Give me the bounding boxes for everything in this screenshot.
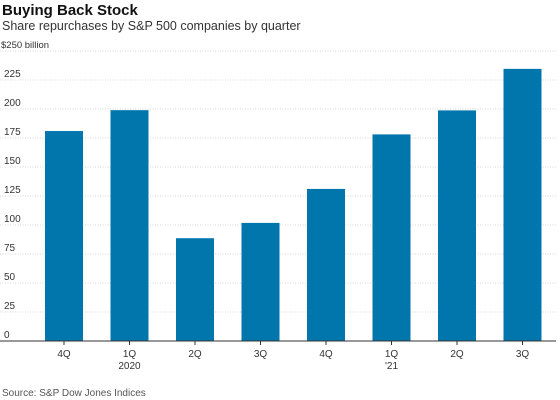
bar bbox=[176, 238, 214, 341]
y-tick-label: 0 bbox=[4, 330, 10, 341]
bar bbox=[241, 222, 280, 341]
y-tick-label: 100 bbox=[4, 214, 21, 225]
x-tick-label: 2Q bbox=[188, 349, 202, 360]
bar bbox=[503, 68, 542, 341]
y-tick-label: 75 bbox=[4, 243, 16, 254]
y-tick-label: 225 bbox=[4, 69, 21, 80]
x-tick-label: 1Q bbox=[123, 349, 137, 360]
y-tick-label: 50 bbox=[4, 272, 16, 283]
source-note: Source: S&P Dow Jones Indices bbox=[2, 388, 146, 399]
chart-subtitle: Share repurchases by S&P 500 companies b… bbox=[2, 19, 301, 33]
y-tick-label: 25 bbox=[4, 301, 16, 312]
x-tick-label: 4Q bbox=[57, 349, 71, 360]
x-tick-label: 3Q bbox=[516, 349, 530, 360]
y-tick-label: 125 bbox=[4, 185, 21, 196]
y-unit-label: $250 billion bbox=[1, 40, 49, 51]
x-tick-label: 2Q bbox=[450, 349, 464, 360]
bar bbox=[307, 188, 345, 341]
x-tick-sublabel: 2020 bbox=[118, 361, 141, 372]
x-tick-sublabel: '21 bbox=[385, 361, 398, 372]
bar bbox=[438, 110, 476, 341]
x-tick-label: 1Q bbox=[385, 349, 399, 360]
y-tick-label: 150 bbox=[4, 156, 21, 167]
x-tick-label: 4Q bbox=[319, 349, 333, 360]
chart-title: Buying Back Stock bbox=[2, 2, 138, 19]
y-tick-label: 175 bbox=[4, 127, 21, 138]
bar bbox=[372, 134, 411, 341]
x-tick-label: 3Q bbox=[254, 349, 268, 360]
y-tick-label: 200 bbox=[4, 98, 21, 109]
bar bbox=[110, 110, 149, 341]
bar bbox=[45, 131, 83, 341]
